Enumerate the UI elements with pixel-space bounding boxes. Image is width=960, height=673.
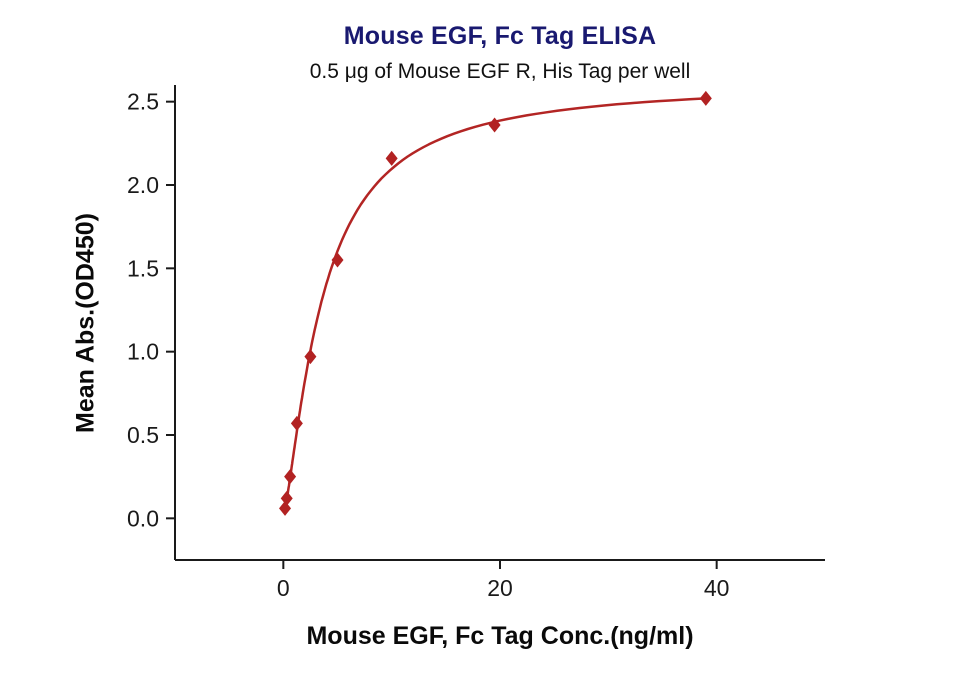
data-point-marker bbox=[290, 415, 303, 431]
data-point-marker bbox=[385, 150, 398, 166]
fit-curve bbox=[283, 97, 706, 510]
x-tick-label: 40 bbox=[704, 575, 730, 601]
data-point-marker bbox=[488, 117, 501, 133]
y-axis-title: Mean Abs.(OD450) bbox=[71, 213, 100, 433]
data-point-marker bbox=[279, 500, 292, 516]
chart-title: Mouse EGF, Fc Tag ELISA bbox=[343, 22, 657, 50]
y-tick-label: 2.0 bbox=[127, 172, 159, 198]
data-point-marker bbox=[304, 349, 317, 365]
y-tick-label: 1.0 bbox=[127, 339, 159, 365]
y-tick-label: 1.5 bbox=[127, 255, 159, 281]
data-point-marker bbox=[284, 469, 297, 485]
x-tick-label: 20 bbox=[487, 575, 513, 601]
data-point-marker bbox=[280, 490, 293, 506]
data-point-marker bbox=[331, 252, 344, 268]
x-tick-label: 0 bbox=[277, 575, 290, 601]
y-tick-label: 0.5 bbox=[127, 422, 159, 448]
data-point-marker bbox=[699, 90, 712, 106]
x-axis-title: Mouse EGF, Fc Tag Conc.(ng/ml) bbox=[306, 622, 694, 650]
y-tick-label: 0.0 bbox=[127, 505, 159, 531]
y-tick-label: 2.5 bbox=[127, 89, 159, 115]
chart-subtitle: 0.5 μg of Mouse EGF R, His Tag per well bbox=[309, 60, 691, 83]
